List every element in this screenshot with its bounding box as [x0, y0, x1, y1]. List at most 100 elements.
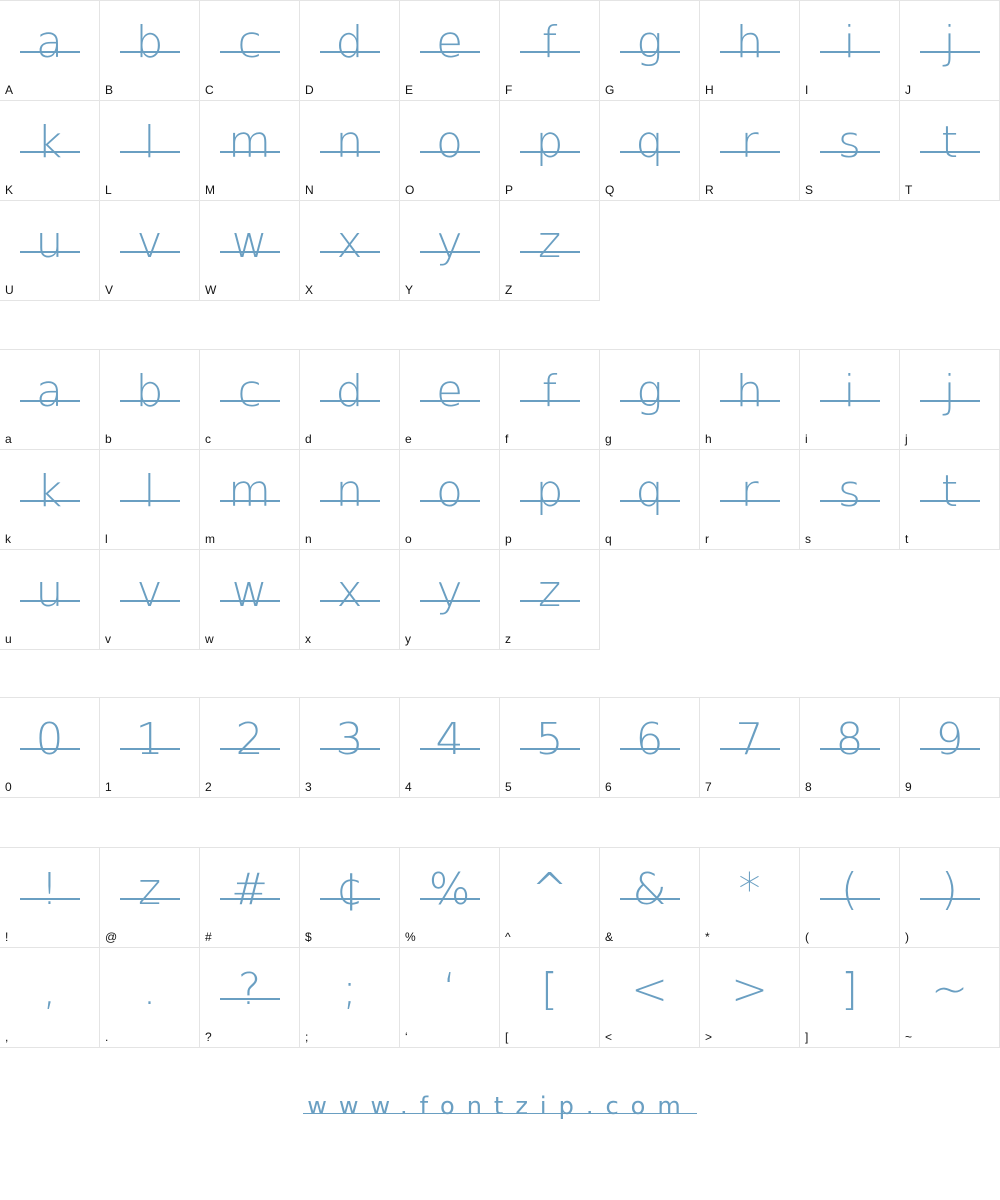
- strike-line: [820, 51, 880, 53]
- glyph-sample: ‘: [442, 964, 457, 1015]
- glyph-cell: > >: [700, 948, 800, 1048]
- strike-line: [720, 51, 780, 53]
- glyph-cell: ??: [200, 948, 300, 1048]
- glyph-sample: 0: [35, 714, 64, 765]
- strike-line: [520, 600, 580, 602]
- strike-line: [120, 251, 180, 253]
- strike-line: [620, 898, 680, 900]
- glyph-cell: ~ ~: [900, 948, 1000, 1048]
- glyph-label: !: [5, 930, 9, 944]
- glyph-label: ~: [905, 1030, 913, 1044]
- glyph-sample: n: [335, 117, 364, 168]
- glyph-cell: )): [900, 847, 1000, 948]
- strike-line: [920, 500, 980, 502]
- glyph-sample: d: [335, 17, 364, 68]
- strike-line: [820, 500, 880, 502]
- strike-line: [720, 400, 780, 402]
- strike-line: [20, 251, 80, 253]
- glyph-label: ,: [5, 1030, 9, 1044]
- strike-line: [820, 748, 880, 750]
- glyph-sample: 2: [235, 714, 264, 765]
- glyph-sample: u: [35, 566, 64, 617]
- strike-line: [320, 748, 380, 750]
- glyph-cell: ((: [800, 847, 900, 948]
- strike-line: [320, 898, 380, 900]
- glyph-label: 9: [905, 780, 912, 794]
- glyph-label: B: [105, 83, 114, 97]
- glyph-label: m: [205, 532, 215, 546]
- glyph-label: c: [205, 432, 211, 446]
- glyph-sample: #: [231, 864, 268, 915]
- strike-line: [420, 151, 480, 153]
- glyph-label: z: [505, 632, 511, 646]
- glyph-sample: o: [436, 117, 463, 168]
- glyph-label: W: [205, 283, 217, 297]
- glyph-cell: # #: [200, 847, 300, 948]
- glyph-label: a: [5, 432, 12, 446]
- glyph-label: M: [205, 183, 215, 197]
- glyph-label: r: [705, 532, 709, 546]
- glyph-sample: q: [635, 117, 664, 168]
- footer-url: www.fontzip.com: [307, 1092, 693, 1120]
- strike-line: [420, 400, 480, 402]
- glyph-label: $: [305, 930, 312, 944]
- glyph-label: [: [505, 1030, 509, 1044]
- glyph-label: %: [405, 930, 416, 944]
- glyph-label: ?: [205, 1030, 212, 1044]
- strike-line: [120, 748, 180, 750]
- glyph-sample: i: [843, 17, 856, 68]
- glyph-cell: ]]: [800, 948, 900, 1048]
- glyph-sample: f: [541, 366, 558, 417]
- strike-line: [520, 151, 580, 153]
- glyph-sample: b: [135, 17, 164, 68]
- glyph-sample: e: [435, 366, 464, 417]
- glyph-label: (: [805, 930, 809, 944]
- glyph-label: ]: [805, 1030, 809, 1044]
- strike-line: [620, 500, 680, 502]
- glyph-sample: t: [940, 117, 959, 168]
- strike-line: [20, 500, 80, 502]
- glyph-sample: r: [740, 466, 759, 517]
- glyph-label: Z: [505, 283, 513, 297]
- glyph-label: k: [5, 532, 11, 546]
- glyph-sample: y: [436, 217, 463, 268]
- glyph-sample: 8: [835, 714, 864, 765]
- glyph-label: w: [205, 632, 214, 646]
- glyph-label: D: [305, 83, 314, 97]
- glyph-label: 6: [605, 780, 612, 794]
- glyph-label: P: [505, 183, 514, 197]
- glyph-label: y: [405, 632, 411, 646]
- glyph-sample: c: [237, 366, 262, 417]
- strike-line: [620, 151, 680, 153]
- glyph-sample: d: [335, 366, 364, 417]
- glyph-sample: s: [838, 117, 861, 168]
- glyph-label: J: [905, 83, 911, 97]
- strike-line: [620, 748, 680, 750]
- strike-line: [320, 400, 380, 402]
- glyph-label: i: [805, 432, 808, 446]
- glyph-sample: i: [843, 366, 856, 417]
- glyph-label: K: [5, 183, 14, 197]
- glyph-label: &: [605, 930, 614, 944]
- glyph-label: N: [305, 183, 314, 197]
